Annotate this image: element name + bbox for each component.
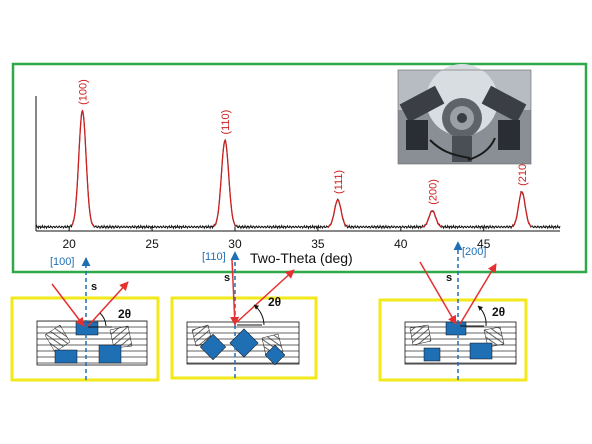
diffractometer-photo (397, 64, 532, 165)
x-axis-ticks: 20 25 30 35 40 45 (62, 227, 491, 251)
peak-overlays (70, 109, 533, 228)
two-theta-label-100: 2θ (118, 307, 131, 321)
x-tick-label: 40 (394, 237, 408, 251)
peak-2 (327, 199, 348, 228)
peak-label: (100) (77, 79, 89, 105)
peak-label: (210) (517, 160, 529, 186)
peak-1 (213, 139, 237, 227)
direction-label-110: [110] (202, 251, 226, 263)
peak-3 (422, 210, 443, 228)
peak-label: (110) (220, 110, 232, 135)
peak-label: (111) (333, 170, 345, 194)
x-tick-label: 20 (62, 237, 76, 251)
x-axis-title: Two-Theta (deg) (250, 250, 353, 266)
two-theta-label-110: 2θ (268, 295, 281, 309)
scatter-vector-label-200: s (446, 272, 452, 284)
x-tick-label: 30 (228, 237, 242, 251)
scatter-vector-label-110: s (224, 272, 230, 284)
x-tick-label: 25 (145, 237, 159, 251)
peak-labels: (100) (110) (111) (200) (210) (77, 79, 528, 205)
peak-4 (511, 191, 533, 228)
two-theta-label-200: 2θ (492, 305, 505, 319)
direction-label-100: [100] (50, 256, 74, 268)
x-tick-label: 45 (477, 237, 491, 251)
direction-label-200: [200] (462, 246, 486, 258)
grain-box-110: [110] s 2θ (170, 251, 318, 380)
grain-box-200: [200] s 2θ (378, 241, 528, 382)
diffraction-pattern-line (35, 109, 561, 230)
peak-label: (200) (427, 179, 439, 205)
peak-0 (70, 109, 94, 227)
x-tick-label: 35 (311, 237, 325, 251)
pattern-frame (11, 62, 588, 274)
grain-box-100: [100] s 2θ (10, 256, 160, 382)
scatter-vector-label-100: s (91, 281, 97, 293)
